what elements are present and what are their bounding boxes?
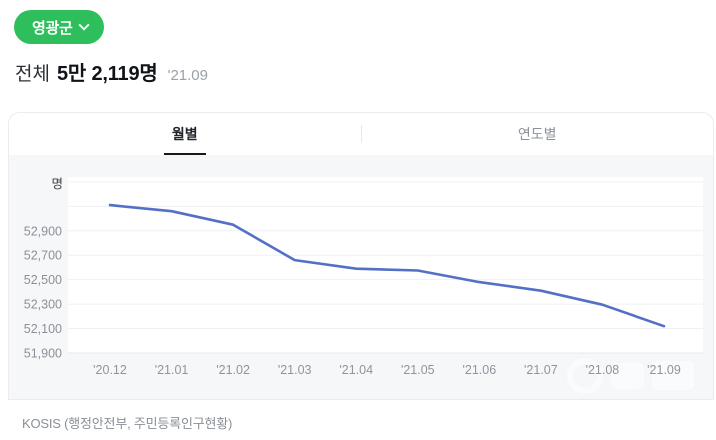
svg-text:51,900: 51,900 <box>24 347 62 361</box>
chart-area[interactable]: 명 51,900 52,100 52,300 52,500 52,700 52,900 '20… <box>9 155 713 399</box>
svg-text:52,300: 52,300 <box>24 298 62 312</box>
svg-text:52,100: 52,100 <box>24 322 62 336</box>
region-name: 영광군 <box>32 19 73 37</box>
tab-monthly-label: 월별 <box>171 126 198 142</box>
tab-monthly[interactable]: 월별 <box>9 113 361 155</box>
title-prefix: 전체 <box>15 64 50 85</box>
svg-text:'21.01: '21.01 <box>155 363 189 377</box>
chevron-down-icon <box>77 19 90 31</box>
page-title: 전체 5만 2,119명 '21.09 <box>15 57 208 86</box>
tab-yearly[interactable]: 연도별 <box>362 113 714 155</box>
population-line-chart[interactable]: 명 51,900 52,100 52,300 52,500 52,700 52,900 '20… <box>9 155 713 399</box>
svg-text:'20.12: '20.12 <box>93 363 127 377</box>
population-total-value: 5만 2,119명 <box>56 63 158 85</box>
svg-text:52,900: 52,900 <box>24 224 62 238</box>
svg-text:'21.07: '21.07 <box>524 363 558 377</box>
population-chart-card: 월별 연도별 명 51,900 52,100 52,300 52,500 52,700 52… <box>8 112 714 400</box>
svg-text:'21.06: '21.06 <box>462 363 496 377</box>
svg-text:'21.04: '21.04 <box>339 363 373 377</box>
tab-yearly-label: 연도별 <box>517 126 557 142</box>
region-selector-button[interactable]: 영광군 <box>14 10 104 44</box>
svg-text:'21.09: '21.09 <box>647 363 681 377</box>
tab-divider <box>360 125 362 143</box>
svg-text:'21.08: '21.08 <box>586 363 620 377</box>
svg-text:52,700: 52,700 <box>24 249 62 263</box>
svg-text:52,500: 52,500 <box>24 273 62 287</box>
data-source-label: KOSIS (행정안전부, 주민등록인구현황) <box>22 416 233 431</box>
period-tabs: 월별 연도별 <box>9 113 713 155</box>
population-series-line <box>108 203 666 328</box>
svg-text:'21.02: '21.02 <box>216 363 250 377</box>
watermark <box>567 358 694 394</box>
svg-text:'21.05: '21.05 <box>401 363 435 377</box>
active-tab-underline <box>163 153 206 155</box>
svg-text:명: 명 <box>51 177 63 191</box>
reference-date: '21.09 <box>167 67 208 84</box>
svg-text:'21.03: '21.03 <box>278 363 312 377</box>
